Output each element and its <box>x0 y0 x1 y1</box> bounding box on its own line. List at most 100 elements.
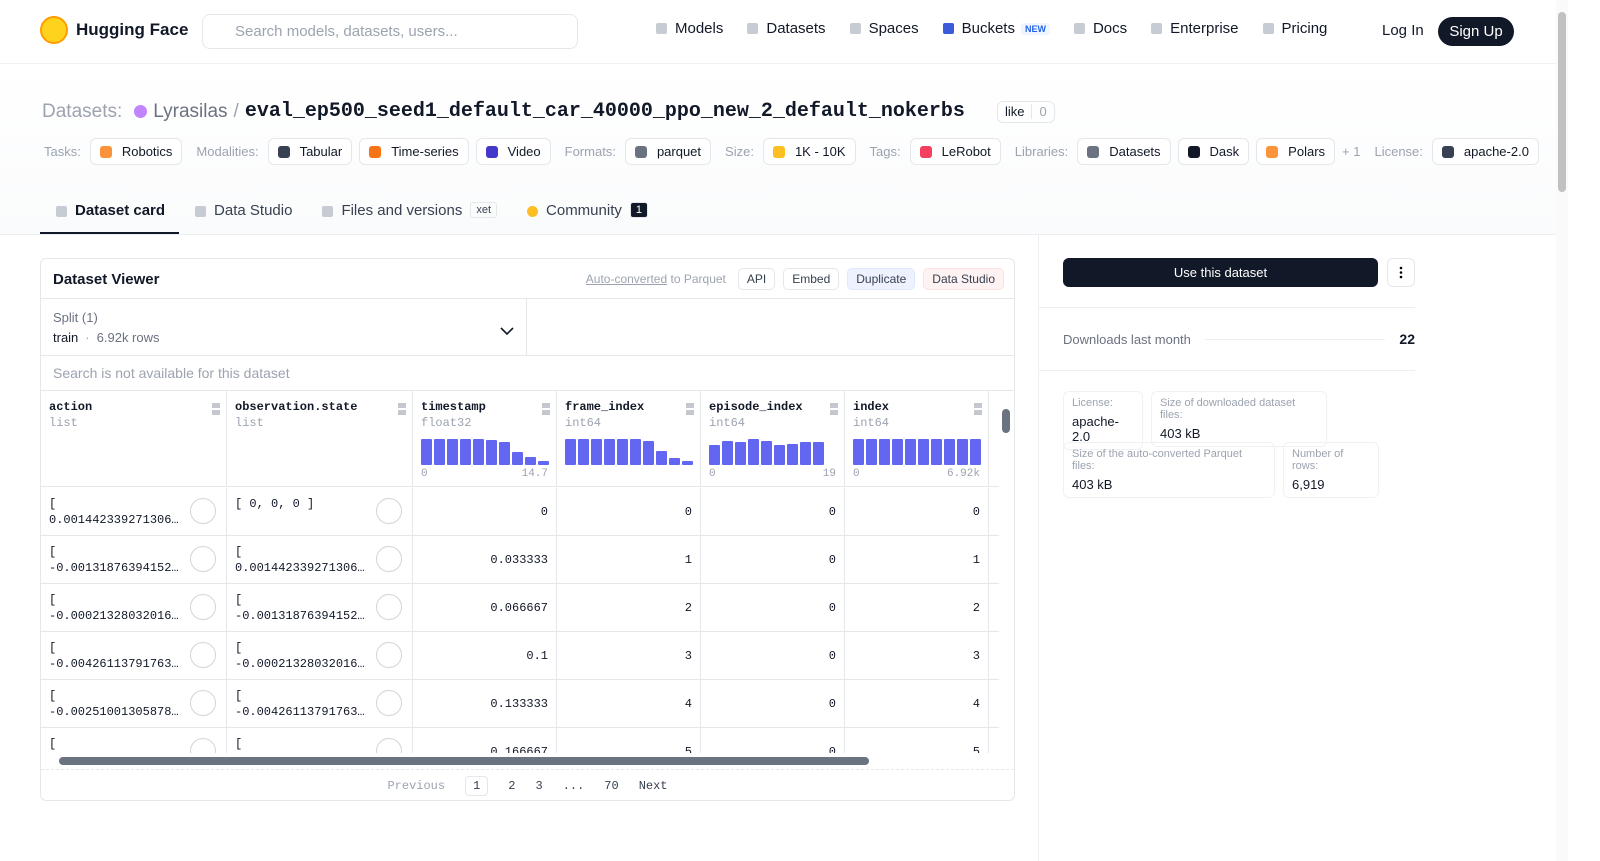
tag-chip[interactable]: 1K - 10K <box>762 138 856 165</box>
tag-chip[interactable]: apache-2.0 <box>1431 138 1539 165</box>
page-link[interactable]: Previous <box>387 778 446 793</box>
tab[interactable]: Files and versions xet <box>306 196 511 234</box>
column-name: observation.state <box>235 400 358 414</box>
table-cell: 0 <box>413 488 557 536</box>
title-prefix: Datasets: <box>42 100 123 122</box>
nav-link[interactable]: Enterprise <box>1151 20 1239 37</box>
cell-value: 4 <box>972 696 980 711</box>
repo-header: Datasets: Lyrasilas / eval_ep500_seed1_d… <box>0 64 1556 235</box>
tag-chip[interactable]: Time-series <box>359 138 469 165</box>
cell-value: 1 <box>972 552 980 567</box>
tag-chip[interactable]: Robotics <box>89 138 183 165</box>
nav-link[interactable]: Datasets <box>747 20 826 37</box>
json-button[interactable] <box>376 498 402 524</box>
split-name: train <box>53 330 79 345</box>
json-button[interactable] <box>376 546 402 572</box>
tab[interactable]: Dataset card <box>40 196 180 234</box>
page-link[interactable]: 70 <box>604 778 619 793</box>
viewer-button[interactable]: API <box>737 268 776 290</box>
json-button[interactable] <box>190 594 216 620</box>
tag-chip[interactable]: parquet <box>624 138 712 165</box>
page-link[interactable]: Next <box>638 778 668 793</box>
cell-value: 0 <box>828 552 836 567</box>
cell-value: 0.166667 <box>490 744 548 754</box>
cell-value: 0.1 <box>526 648 548 663</box>
nav-link[interactable]: Spaces <box>849 20 919 37</box>
cell-value: 3 <box>684 648 692 663</box>
json-button[interactable] <box>190 690 216 716</box>
histogram-bar <box>853 439 864 465</box>
tag-text: Tabular <box>299 144 343 159</box>
json-button[interactable] <box>376 690 402 716</box>
brand-name: Hugging Face <box>76 20 189 39</box>
tag-chip[interactable]: LeRobot <box>909 138 1001 165</box>
table-cell: 1 <box>557 536 701 584</box>
tag-icon <box>772 145 785 158</box>
tab[interactable]: Community 1 <box>511 196 662 234</box>
histogram-bar <box>918 439 929 465</box>
tag-chip[interactable]: Video <box>475 138 551 165</box>
viewer-button[interactable]: Embed <box>783 268 840 290</box>
json-button[interactable] <box>190 498 216 524</box>
navbar: Hugging Face Search models, datasets, us… <box>0 0 1556 64</box>
info-value: 403 kB <box>1160 426 1201 441</box>
cell-value: [ <box>49 737 57 751</box>
json-button[interactable] <box>376 642 402 668</box>
tag-icon <box>369 145 382 158</box>
column-name: index <box>853 400 890 414</box>
json-button[interactable] <box>376 594 402 620</box>
viewer-button[interactable]: Data Studio <box>923 268 1004 290</box>
nav-link[interactable]: Docs <box>1073 20 1127 37</box>
page-thumb <box>1558 12 1566 192</box>
more-button[interactable] <box>1387 258 1415 287</box>
auto-rest: to Parquet <box>670 272 726 286</box>
nav-link[interactable]: Pricing <box>1262 20 1327 37</box>
tag-chip[interactable]: Tabular <box>267 138 353 165</box>
tag-chip[interactable]: Polars <box>1256 138 1336 165</box>
histogram <box>853 439 981 465</box>
histogram-bar <box>813 441 824 465</box>
page-link[interactable]: 3 <box>535 778 543 793</box>
nav-link[interactable]: Models <box>656 20 723 37</box>
search-input[interactable]: Search models, datasets, users... <box>202 14 578 49</box>
owner[interactable]: Lyrasilas <box>153 100 228 122</box>
page-link[interactable]: 1 <box>465 775 489 796</box>
histogram-bar <box>761 441 772 465</box>
column-type: int64 <box>853 416 890 430</box>
table-cell: [ -0.00131876394152… <box>41 536 227 584</box>
nav-link[interactable]: Buckets NEW <box>942 20 1050 37</box>
viewer-button[interactable]: Duplicate <box>847 268 916 290</box>
tag-more: + 1 <box>1342 144 1361 159</box>
column-type: list <box>235 416 264 430</box>
tab[interactable]: Data Studio <box>179 196 306 234</box>
json-button[interactable] <box>376 738 402 753</box>
login-link[interactable]: Log In <box>1382 22 1424 39</box>
histogram-bar <box>630 439 641 465</box>
page-link[interactable]: 2 <box>508 778 516 793</box>
page-scrollbar <box>1556 0 1568 861</box>
tag-chip[interactable]: Datasets <box>1077 138 1171 165</box>
cell-value: 0.066667 <box>490 600 548 615</box>
dataset-name[interactable]: eval_ep500_seed1_default_car_40000_ppo_n… <box>244 100 965 123</box>
signup-button[interactable]: Sign Up <box>1438 17 1514 46</box>
like-button[interactable]: like 0 <box>996 100 1055 123</box>
tag-text: apache-2.0 <box>1463 144 1529 159</box>
cell-value: 0 <box>540 504 548 519</box>
tab-icon <box>527 206 539 217</box>
auto-link[interactable]: Auto-converted <box>585 272 668 286</box>
histogram-bar <box>434 439 445 465</box>
logo <box>40 16 68 44</box>
info-chip: License: apache-2.0 <box>1063 391 1143 450</box>
use-dataset-button[interactable]: Use this dataset <box>1063 258 1378 287</box>
tag-text: 1K - 10K <box>794 144 846 159</box>
json-button[interactable] <box>190 546 216 572</box>
json-button[interactable] <box>190 738 216 753</box>
table-cell: [ <box>227 728 413 753</box>
page-link[interactable]: ... <box>562 778 585 793</box>
split-selector[interactable]: Split (1) train · 6.92k rows <box>41 299 527 355</box>
brand[interactable]: Hugging Face <box>40 16 188 44</box>
data-table: action list observation.state list timestamp… <box>41 391 999 753</box>
json-button[interactable] <box>190 642 216 668</box>
histogram-bar <box>447 439 458 465</box>
tag-chip[interactable]: Dask <box>1177 138 1250 165</box>
